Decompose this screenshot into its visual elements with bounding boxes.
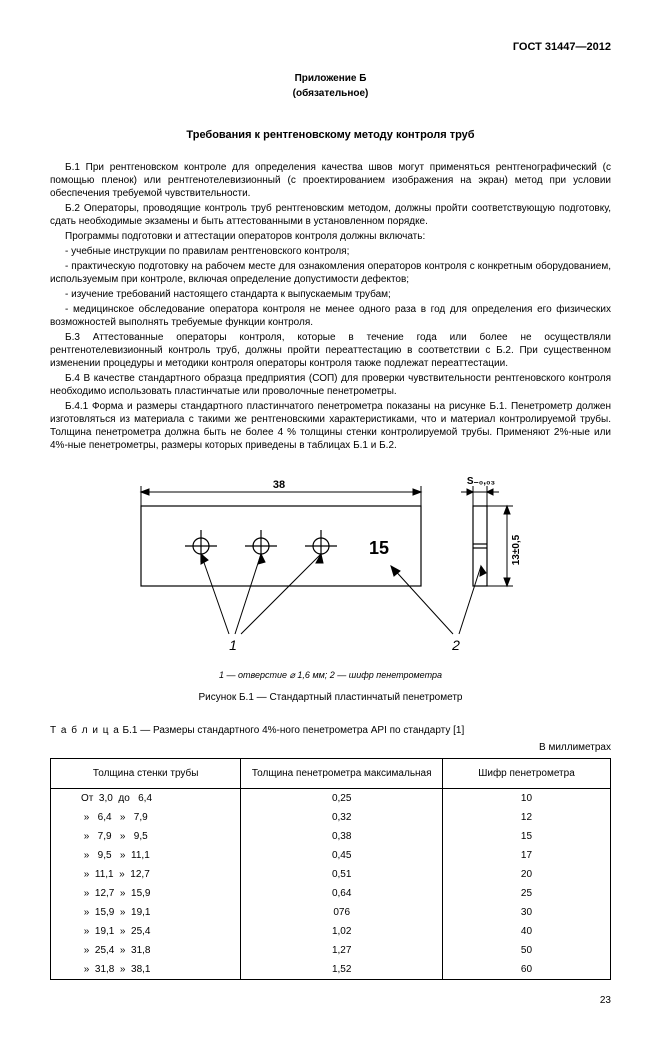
cell-code: 40 xyxy=(442,922,610,941)
list-item-1: - учебные инструкции по правилам рентген… xyxy=(50,245,611,258)
penetrometer-diagram-svg: 38 15 S₋₀,₀₃ 13±0,5 xyxy=(101,466,561,656)
cell-thickness: » 15,9 » 19,1 xyxy=(51,903,241,922)
table-title: Т а б л и ц а Б.1 — Размеры стандартного… xyxy=(50,724,611,737)
para-b2: Б.2 Операторы, проводящие контроль труб … xyxy=(50,202,611,228)
figure-b1: 38 15 S₋₀,₀₃ 13±0,5 xyxy=(50,466,611,660)
th-max: Толщина пенетрометра максимальная xyxy=(241,759,443,789)
cell-max: 0,38 xyxy=(241,827,443,846)
para-b3: Б.3 Аттестованные операторы контроля, ко… xyxy=(50,331,611,370)
table-row: » 12,7 » 15,90,6425 xyxy=(51,884,611,903)
dim-h: 13±0,5 xyxy=(511,534,522,565)
cell-max: 1,02 xyxy=(241,922,443,941)
table-b1: Толщина стенки трубы Толщина пенетрометр… xyxy=(50,758,611,980)
cell-thickness: » 9,5 » 11,1 xyxy=(51,846,241,865)
figure-legend: 1 — отверстие ⌀ 1,6 мм; 2 — шифр пенетро… xyxy=(50,670,611,682)
section-title: Требования к рентгеновскому методу контр… xyxy=(50,128,611,142)
cell-max: 0,32 xyxy=(241,808,443,827)
cell-code: 30 xyxy=(442,903,610,922)
cell-thickness: » 19,1 » 25,4 xyxy=(51,922,241,941)
cell-max: 1,52 xyxy=(241,960,443,980)
cell-thickness: » 25,4 » 31,8 xyxy=(51,941,241,960)
cell-thickness: » 31,8 » 38,1 xyxy=(51,960,241,980)
para-b41: Б.4.1 Форма и размеры стандартного пласт… xyxy=(50,400,611,452)
cell-thickness: От 3,0 до 6,4 xyxy=(51,789,241,809)
th-thickness: Толщина стенки трубы xyxy=(51,759,241,789)
cell-thickness: » 6,4 » 7,9 xyxy=(51,808,241,827)
list-item-3: - изучение требований настоящего стандар… xyxy=(50,288,611,301)
dim-s: S₋₀,₀₃ xyxy=(466,476,495,487)
cell-max: 0,64 xyxy=(241,884,443,903)
table-title-spaced: Т а б л и ц а xyxy=(50,725,120,736)
appendix-title: Приложение Б xyxy=(50,72,611,85)
figure-caption: Рисунок Б.1 — Стандартный пластинчатый п… xyxy=(50,691,611,704)
cell-max: 076 xyxy=(241,903,443,922)
label-15: 15 xyxy=(369,538,389,558)
cell-code: 17 xyxy=(442,846,610,865)
list-item-4: - медицинское обследование оператора кон… xyxy=(50,303,611,329)
table-row: От 3,0 до 6,40,2510 xyxy=(51,789,611,809)
cell-code: 10 xyxy=(442,789,610,809)
table-row: » 25,4 » 31,81,2750 xyxy=(51,941,611,960)
cell-thickness: » 7,9 » 9,5 xyxy=(51,827,241,846)
cell-code: 50 xyxy=(442,941,610,960)
cell-max: 0,25 xyxy=(241,789,443,809)
para-b2-intro: Программы подготовки и аттестации операт… xyxy=(50,230,611,243)
cell-code: 25 xyxy=(442,884,610,903)
cell-code: 60 xyxy=(442,960,610,980)
cell-thickness: » 12,7 » 15,9 xyxy=(51,884,241,903)
dim-width: 38 xyxy=(272,479,284,491)
table-row: » 31,8 » 38,11,5260 xyxy=(51,960,611,980)
para-b1: Б.1 При рентгеновском контроле для опред… xyxy=(50,161,611,200)
doc-number: ГОСТ 31447—2012 xyxy=(50,40,611,54)
leader-1: 1 xyxy=(229,637,237,653)
table-row: » 6,4 » 7,90,3212 xyxy=(51,808,611,827)
table-row: » 7,9 » 9,50,3815 xyxy=(51,827,611,846)
th-code: Шифр пенетрометра xyxy=(442,759,610,789)
cell-code: 20 xyxy=(442,865,610,884)
table-row: » 15,9 » 19,107630 xyxy=(51,903,611,922)
cell-code: 12 xyxy=(442,808,610,827)
cell-max: 1,27 xyxy=(241,941,443,960)
table-title-rest: Б.1 — Размеры стандартного 4%-ного пенет… xyxy=(120,725,464,736)
list-item-2: - практическую подготовку на рабочем мес… xyxy=(50,260,611,286)
table-units: В миллиметрах xyxy=(50,741,611,754)
appendix-subtitle: (обязательное) xyxy=(50,87,611,100)
para-b4: Б.4 В качестве стандартного образца пред… xyxy=(50,372,611,398)
cell-max: 0,45 xyxy=(241,846,443,865)
table-row: » 9,5 » 11,10,4517 xyxy=(51,846,611,865)
table-row: » 19,1 » 25,41,0240 xyxy=(51,922,611,941)
table-row: » 11,1 » 12,70,5120 xyxy=(51,865,611,884)
page-number: 23 xyxy=(50,994,611,1007)
leader-2: 2 xyxy=(451,637,460,653)
cell-thickness: » 11,1 » 12,7 xyxy=(51,865,241,884)
cell-max: 0,51 xyxy=(241,865,443,884)
cell-code: 15 xyxy=(442,827,610,846)
